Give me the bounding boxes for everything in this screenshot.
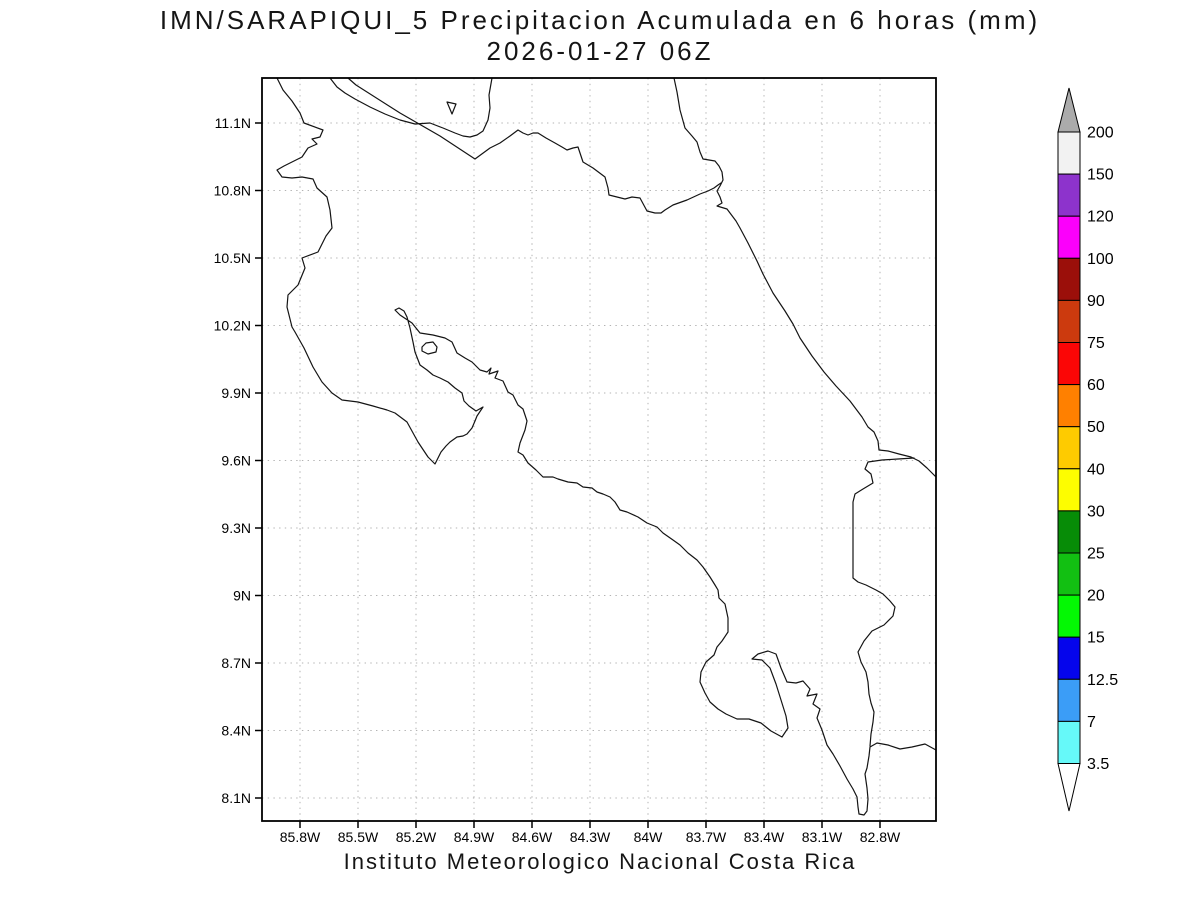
colorbar-cell <box>1057 720 1081 765</box>
lon-tick-label: 84.3W <box>570 829 611 845</box>
colorbar-level-label: 25 <box>1087 546 1105 563</box>
colorbar: 200 150 120 100 90 75 60 50 40 30 25 20 15 12.5 7 3.5 <box>1057 87 1118 812</box>
plot-title-valid-time: 2026-01-27 06Z <box>486 36 714 66</box>
border-costa-rica-nicaragua-san-juan-river <box>347 77 722 214</box>
lon-tick-label: 83.4W <box>744 829 785 845</box>
colorbar-level-label: 12.5 <box>1087 672 1118 689</box>
colorbar-level-label: 3.5 <box>1087 756 1109 773</box>
lat-tick-label: 9N <box>233 588 251 604</box>
lon-tick-label: 85.5W <box>338 829 379 845</box>
border-costa-rica-panama <box>852 457 915 747</box>
axis-tick-labels: 85.8W 85.5W 85.2W 84.9W 84.6W 84.3W 84W 83.7W 83… <box>214 115 901 845</box>
lat-tick-label: 10.5N <box>214 250 251 266</box>
colorbar-level-label: 120 <box>1087 209 1114 226</box>
colorbar-cell <box>1057 678 1081 722</box>
colorbar-level-label: 40 <box>1087 461 1105 478</box>
colorbar-level-label: 200 <box>1087 125 1114 142</box>
lake-nicaragua-shore <box>329 77 493 138</box>
colorbar-cell <box>1057 131 1081 175</box>
colorbar-cell <box>1057 552 1081 596</box>
colorbar-cell <box>1057 594 1081 638</box>
coastline-caribbean <box>673 77 937 478</box>
lat-tick-label: 9.3N <box>221 520 251 536</box>
lat-tick-label: 9.6N <box>221 453 251 469</box>
lon-tick-label: 83.1W <box>802 829 843 845</box>
lat-tick-label: 9.9N <box>221 385 251 401</box>
colorbar-level-label: 90 <box>1087 293 1105 310</box>
lon-tick-label: 85.8W <box>280 829 321 845</box>
colorbar-cell <box>1057 173 1081 217</box>
lake-island <box>446 101 457 115</box>
colorbar-top-arrow <box>1057 87 1081 133</box>
lat-tick-label: 10.8N <box>214 183 251 199</box>
colorbar-level-label: 15 <box>1087 630 1105 647</box>
lat-tick-label: 8.7N <box>221 655 251 671</box>
chira-island <box>421 341 438 355</box>
colorbar-cell <box>1057 215 1081 259</box>
colorbar-level-label: 7 <box>1087 714 1096 731</box>
lon-tick-label: 84W <box>634 829 664 845</box>
colorbar-cell <box>1057 384 1081 428</box>
plot-title-line1: IMN/SARAPIQUI_5 Precipitacion Acumulada … <box>159 5 1041 35</box>
colorbar-level-label: 30 <box>1087 503 1105 520</box>
colorbar-level-label: 150 <box>1087 167 1114 184</box>
colorbar-level-label: 60 <box>1087 377 1105 394</box>
map-frame <box>261 77 937 822</box>
colorbar-cell <box>1057 636 1081 680</box>
graticule-grid <box>262 78 936 821</box>
lon-tick-label: 82.8W <box>860 829 901 845</box>
colorbar-level-label: 20 <box>1087 588 1105 605</box>
lat-tick-label: 10.2N <box>214 318 251 334</box>
footer-caption: Instituto Meteorologico Nacional Costa R… <box>343 849 857 874</box>
colorbar-bottom-arrow <box>1057 763 1081 812</box>
colorbar-cell <box>1057 299 1081 343</box>
colorbar-level-label: 50 <box>1087 419 1105 436</box>
lat-tick-label: 8.1N <box>221 790 251 806</box>
coastline-pacific <box>276 77 937 816</box>
colorbar-cell <box>1057 257 1081 301</box>
lat-tick-label: 11.1N <box>215 115 251 131</box>
colorbar-cell <box>1057 468 1081 512</box>
axis-ticks <box>255 122 881 828</box>
plot-title: IMN/SARAPIQUI_5 Precipitacion Acumulada … <box>0 5 1200 67</box>
colorbar-level-label: 75 <box>1087 335 1105 352</box>
lat-tick-label: 8.4N <box>221 723 251 739</box>
colorbar-level-label: 100 <box>1087 251 1114 268</box>
colorbar-cell <box>1057 510 1081 554</box>
lon-tick-label: 85.2W <box>396 829 437 845</box>
lon-tick-label: 84.9W <box>454 829 495 845</box>
lon-tick-label: 84.6W <box>512 829 553 845</box>
colorbar-cell <box>1057 342 1081 386</box>
coastlines-and-borders <box>276 77 937 816</box>
lon-tick-label: 83.7W <box>686 829 727 845</box>
colorbar-cell <box>1057 426 1081 470</box>
